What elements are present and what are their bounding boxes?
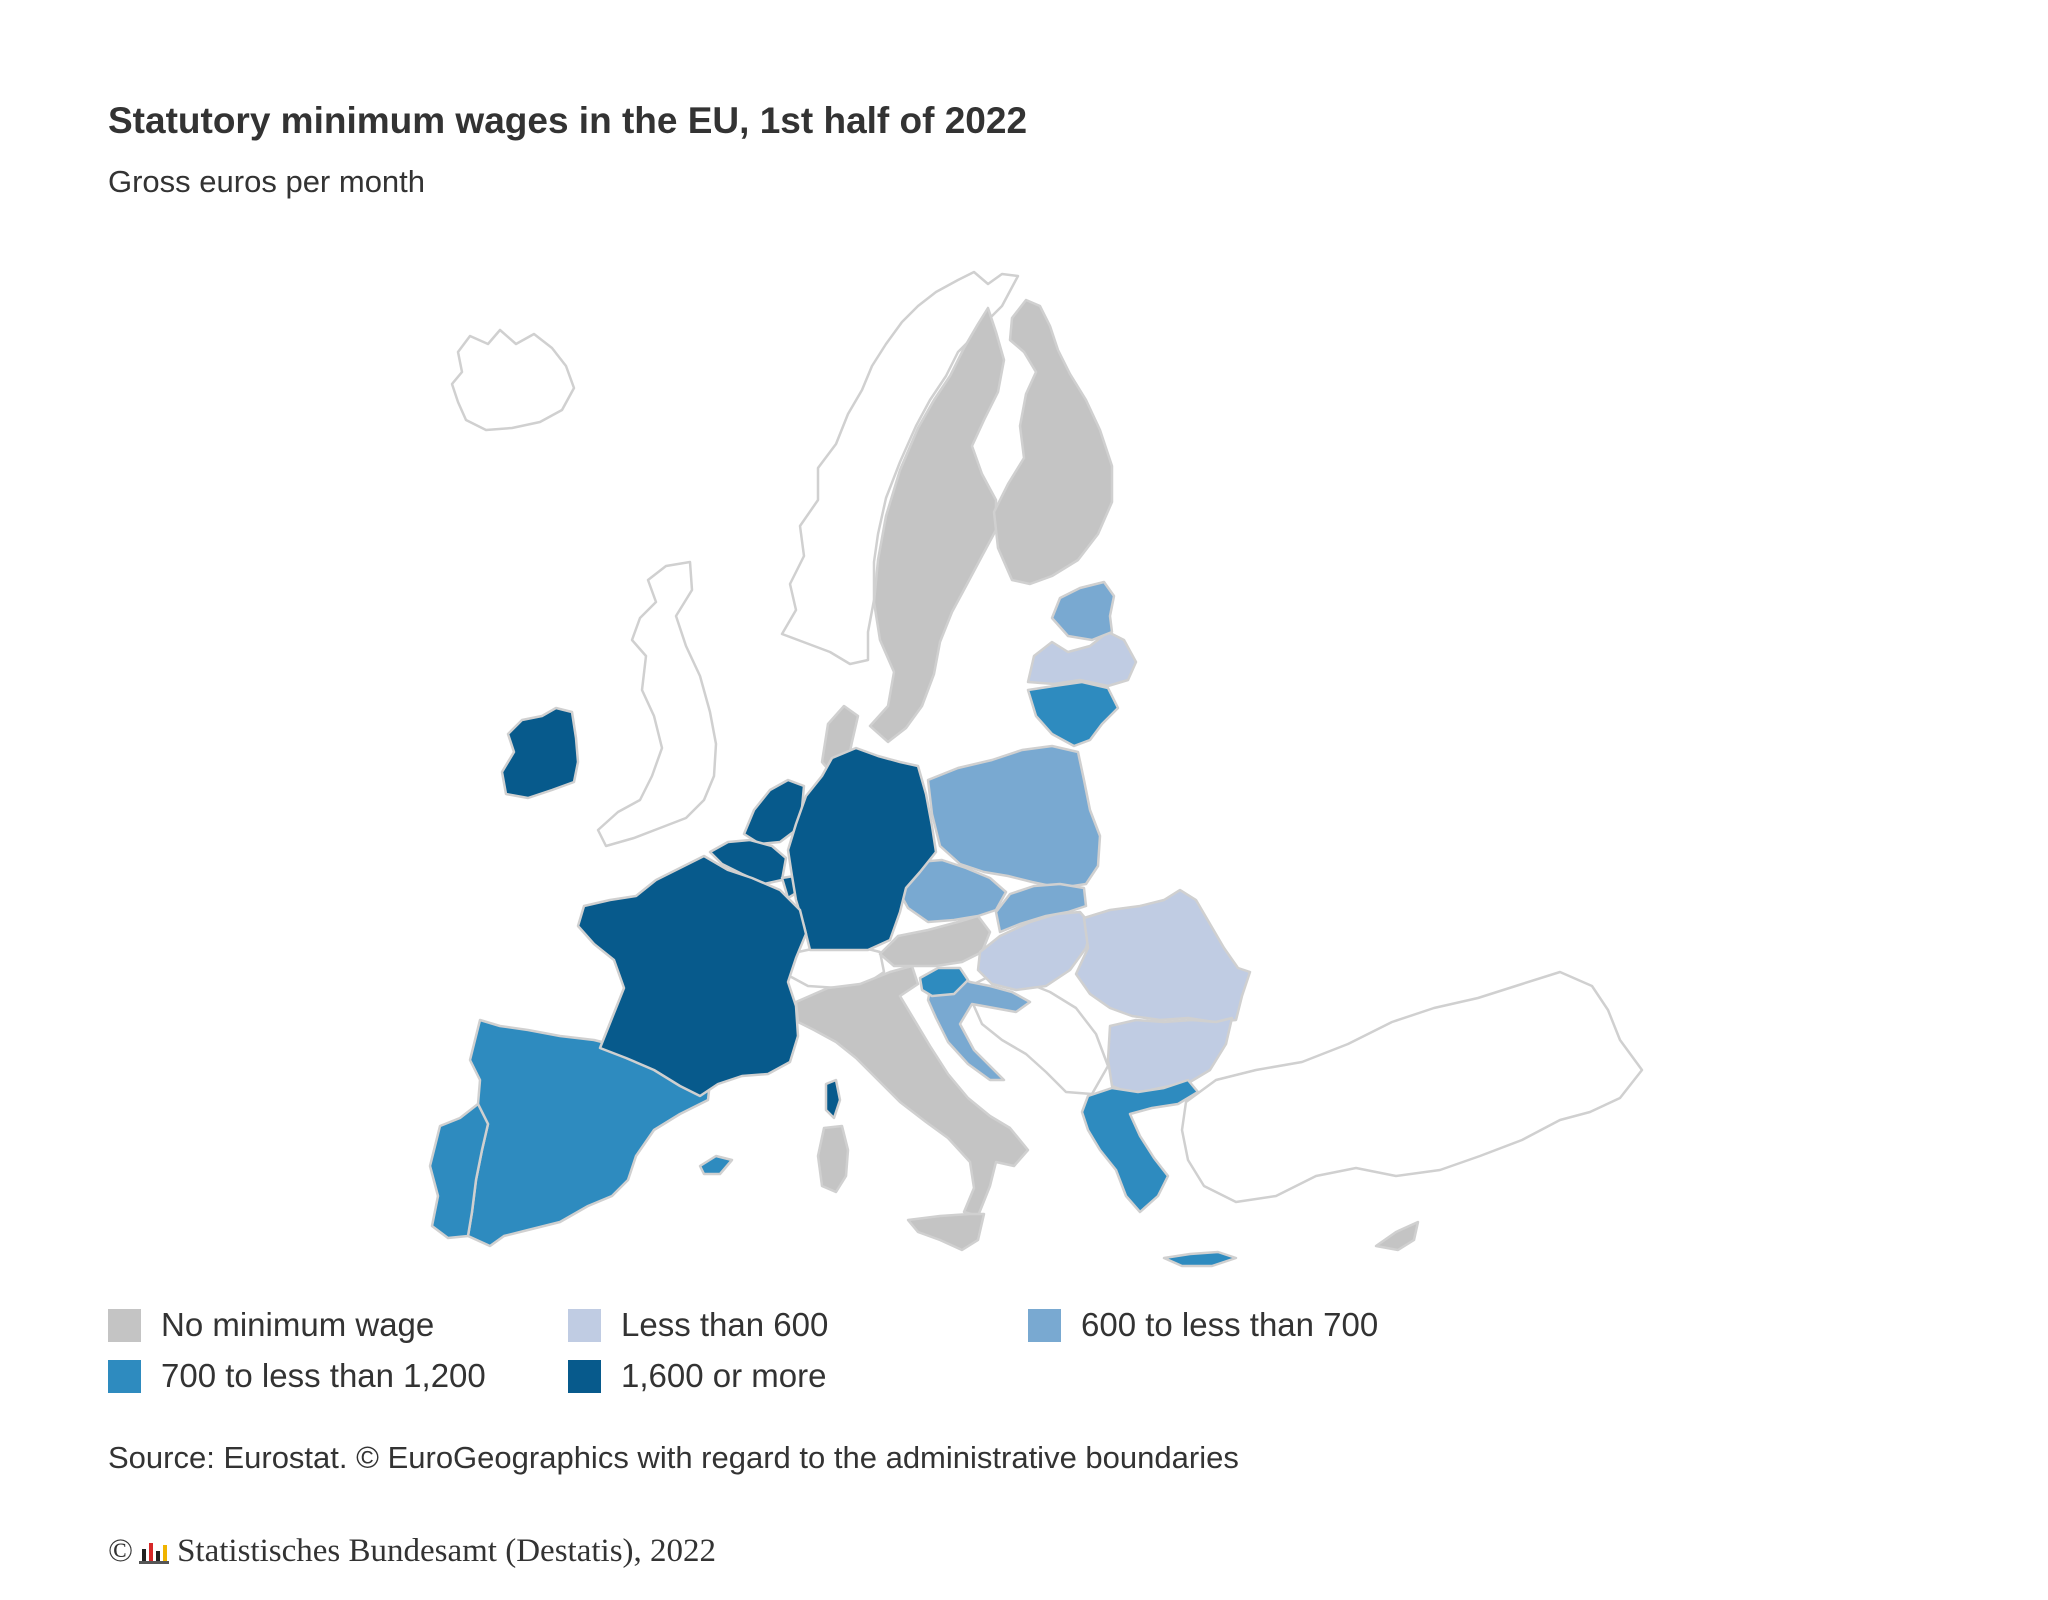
corsica-shape bbox=[824, 1078, 842, 1120]
sicily-shape bbox=[906, 1212, 986, 1252]
sardinia-shape bbox=[816, 1124, 850, 1194]
legend-swatch-blue bbox=[108, 1359, 141, 1393]
legend-item-1600-or-more: 1,600 or more bbox=[568, 1357, 826, 1395]
netherlands-shape bbox=[742, 778, 806, 846]
lithuania-shape bbox=[1026, 680, 1120, 748]
cyprus-shape bbox=[1374, 1220, 1420, 1252]
hungary-shape bbox=[976, 910, 1094, 992]
legend-item-600-to-700: 600 to less than 700 bbox=[1028, 1306, 1378, 1344]
source-note: Source: Eurostat. © EuroGeographics with… bbox=[108, 1440, 1239, 1475]
estonia-shape bbox=[1050, 580, 1116, 642]
finland-shape bbox=[992, 298, 1114, 586]
slovenia-shape bbox=[918, 966, 970, 998]
austria-shape bbox=[878, 914, 992, 968]
iceland-shape bbox=[450, 328, 576, 432]
france-shape bbox=[576, 854, 808, 1098]
crete-shape bbox=[1162, 1250, 1238, 1268]
romania-shape bbox=[1074, 888, 1252, 1024]
greece-shape bbox=[1080, 1078, 1200, 1214]
legend-swatch-dark bbox=[568, 1359, 601, 1393]
legend-swatch-medium bbox=[1028, 1308, 1061, 1342]
belgium-shape bbox=[708, 838, 788, 886]
portugal-shape bbox=[428, 1102, 490, 1240]
legend-label: Less than 600 bbox=[621, 1306, 829, 1343]
legend-item-700-to-1200: 700 to less than 1,200 bbox=[108, 1357, 486, 1395]
map-legend: No minimum wage Less than 600 600 to les… bbox=[108, 1306, 1608, 1416]
legend-label: 700 to less than 1,200 bbox=[161, 1357, 486, 1394]
copyright-text: Statistisches Bundesamt (Destatis), 2022 bbox=[177, 1533, 717, 1569]
legend-swatch-light bbox=[568, 1308, 601, 1342]
destatis-bar-logo-icon bbox=[139, 1542, 170, 1564]
croatia-shape bbox=[926, 972, 1032, 1082]
turkey-shape bbox=[1180, 970, 1644, 1204]
copyright-symbol: © bbox=[108, 1533, 134, 1569]
italy-shape bbox=[794, 964, 1030, 1218]
latvia-shape bbox=[1026, 630, 1138, 688]
copyright-line: © Statistisches Bundesamt (Destatis), 20… bbox=[108, 1533, 716, 1570]
ireland-shape bbox=[500, 706, 580, 800]
chart-subtitle: Gross euros per month bbox=[108, 164, 426, 199]
slovakia-shape bbox=[994, 882, 1088, 934]
legend-label: 600 to less than 700 bbox=[1081, 1306, 1379, 1343]
sweden-shape bbox=[868, 306, 1006, 744]
legend-label: 1,600 or more bbox=[621, 1357, 827, 1394]
norway-shape bbox=[780, 270, 1020, 666]
legend-item-less-than-600: Less than 600 bbox=[568, 1306, 828, 1344]
uk-shape bbox=[596, 560, 718, 848]
legend-item-no-minimum-wage: No minimum wage bbox=[108, 1306, 434, 1344]
europe-map bbox=[428, 270, 1644, 1268]
legend-label: No minimum wage bbox=[161, 1306, 435, 1343]
poland-shape bbox=[926, 744, 1102, 890]
legend-swatch-grey bbox=[108, 1308, 141, 1342]
germany-shape bbox=[786, 746, 938, 952]
chart-title: Statutory minimum wages in the EU, 1st h… bbox=[108, 100, 1028, 141]
balearic-islands-shape bbox=[698, 1154, 734, 1176]
